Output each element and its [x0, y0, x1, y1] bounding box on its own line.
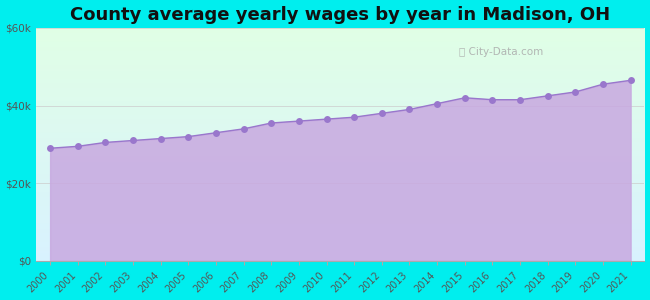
Point — [211, 130, 221, 135]
Point — [349, 115, 359, 120]
Point — [266, 121, 276, 125]
Point — [625, 78, 636, 83]
Point — [488, 97, 498, 102]
Point — [155, 136, 166, 141]
Point — [183, 134, 194, 139]
Point — [321, 117, 332, 122]
Point — [570, 90, 580, 94]
Point — [598, 82, 608, 87]
Point — [515, 97, 525, 102]
Point — [239, 126, 249, 131]
Point — [128, 138, 138, 143]
Title: County average yearly wages by year in Madison, OH: County average yearly wages by year in M… — [70, 6, 610, 24]
Point — [73, 144, 83, 149]
Point — [294, 119, 304, 124]
Point — [100, 140, 110, 145]
Text: ⓘ City-Data.com: ⓘ City-Data.com — [459, 46, 543, 56]
Point — [404, 107, 415, 112]
Point — [45, 146, 55, 151]
Point — [432, 101, 442, 106]
Point — [376, 111, 387, 116]
Point — [460, 95, 470, 100]
Point — [543, 93, 553, 98]
